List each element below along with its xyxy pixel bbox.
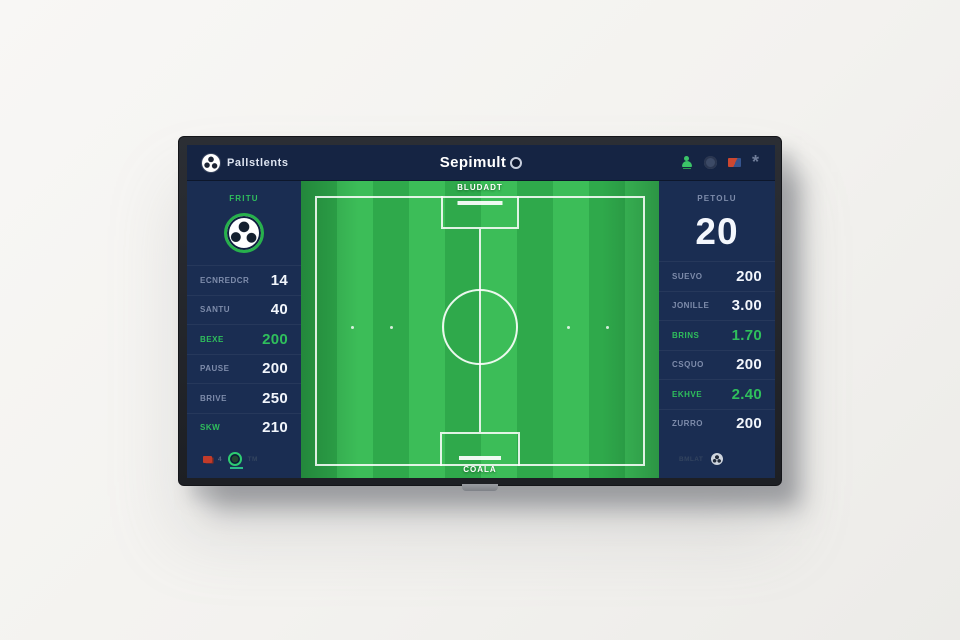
stat-row[interactable]: JONILLE 3.00: [659, 290, 775, 321]
stat-row[interactable]: PAUSE 200: [187, 353, 301, 384]
soccer-field: BLUDADT COALA: [301, 181, 659, 478]
stat-value: 40: [270, 301, 288, 319]
stat-row[interactable]: BRIVE 250: [187, 383, 301, 413]
stat-row[interactable]: BRINS 1.70: [659, 320, 775, 350]
brand-name: Pallstlents: [227, 156, 289, 169]
stat-row[interactable]: CSQUO 200: [659, 349, 775, 380]
title-ball-icon: [510, 156, 523, 169]
timer-badge-icon[interactable]: [227, 452, 243, 469]
stat-value: 200: [736, 267, 762, 285]
stat-label: EKHVE: [672, 389, 703, 399]
field-dot: [351, 326, 354, 329]
home-panel-footer: 4 TM: [187, 448, 301, 478]
home-stats: ECNREDCR 14 SANTU 40 BEXE 200 PAUSE 200: [187, 265, 301, 442]
field-top-label: BLUDADT: [457, 183, 503, 192]
stat-label: SKW: [200, 423, 221, 433]
footer-text: BMLAT: [679, 455, 704, 463]
stat-label: PAUSE: [200, 364, 230, 374]
away-panel-footer: BMLAT: [659, 448, 775, 478]
stat-row[interactable]: ECNREDCR 14: [187, 265, 301, 295]
stat-label: BRINS: [672, 330, 700, 340]
away-stats: SUEVO 200 JONILLE 3.00 BRINS 1.70 CSQUO …: [659, 261, 775, 438]
stat-row[interactable]: ZURRO 200: [659, 408, 775, 439]
flag-count: 4: [218, 455, 222, 463]
stat-value: 200: [736, 415, 762, 433]
globe-icon[interactable]: [703, 156, 717, 169]
center-circle: [442, 289, 518, 365]
stat-value: 14: [270, 271, 288, 289]
user-icon[interactable]: [681, 156, 693, 169]
top-bar: Pallstlents Sepimult *: [187, 145, 775, 181]
tv-logo-notch: [462, 484, 498, 491]
stat-label: CSQUO: [672, 360, 704, 370]
soccer-ball-logo-icon: [202, 153, 220, 172]
field-dot: [567, 326, 570, 329]
away-team-panel: PETOLU 20 SUEVO 200 JONILLE 3.00 BRINS 1…: [659, 181, 775, 478]
field-dot: [606, 326, 609, 329]
stat-value: 200: [736, 356, 762, 374]
home-team-panel: FRITU ECNREDCR 14 SANTU 40 BEXE 200: [187, 181, 301, 478]
stat-row[interactable]: SKW 210: [187, 412, 301, 443]
main-content: FRITU ECNREDCR 14 SANTU 40 BEXE 200: [187, 181, 775, 478]
stat-value: 200: [262, 330, 288, 348]
stat-label: SUEVO: [672, 271, 703, 281]
stat-value: 2.40: [731, 385, 762, 403]
stat-row[interactable]: BEXE 200: [187, 324, 301, 354]
flag-icon[interactable]: [727, 158, 741, 167]
field-dot: [390, 326, 393, 329]
field-boundary: [315, 196, 645, 466]
red-flag-icon[interactable]: [203, 455, 212, 463]
burst-icon[interactable]: *: [751, 151, 759, 172]
topbar-icons: *: [681, 151, 775, 172]
app-screen: Pallstlents Sepimult * FRITU ECNREDCR: [187, 145, 775, 478]
page-title: Sepimult: [439, 154, 507, 171]
stat-value: 200: [262, 360, 288, 378]
away-panel-label: PETOLU: [697, 194, 737, 203]
stat-value: 3.00: [731, 297, 762, 315]
score: 20: [695, 211, 739, 252]
small-ball-icon[interactable]: [711, 453, 724, 465]
stat-row[interactable]: EKHVE 2.40: [659, 379, 775, 409]
stat-label: ECNREDCR: [200, 275, 250, 285]
tv-frame: Pallstlents Sepimult * FRITU ECNREDCR: [178, 136, 782, 491]
soccer-ball-icon: [224, 213, 264, 253]
home-panel-label: FRITU: [229, 194, 259, 203]
footer-text: TM: [247, 455, 258, 463]
stat-label: ZURRO: [672, 419, 703, 429]
top-goal: [457, 201, 503, 205]
stat-value: 1.70: [731, 326, 762, 344]
stat-label: SANTU: [200, 305, 231, 315]
stat-row[interactable]: SANTU 40: [187, 294, 301, 325]
bottom-penalty-box: [440, 432, 520, 466]
stat-label: BEXE: [200, 334, 224, 344]
stat-label: BRIVE: [200, 393, 227, 403]
top-penalty-box: [441, 196, 519, 229]
stat-row[interactable]: SUEVO 200: [659, 261, 775, 291]
stat-label: JONILLE: [672, 301, 710, 311]
stat-value: 210: [262, 419, 288, 437]
brand[interactable]: Pallstlents: [187, 153, 289, 172]
bottom-goal: [459, 456, 501, 460]
stat-value: 250: [262, 389, 288, 407]
field-bottom-label: COALA: [463, 465, 497, 474]
